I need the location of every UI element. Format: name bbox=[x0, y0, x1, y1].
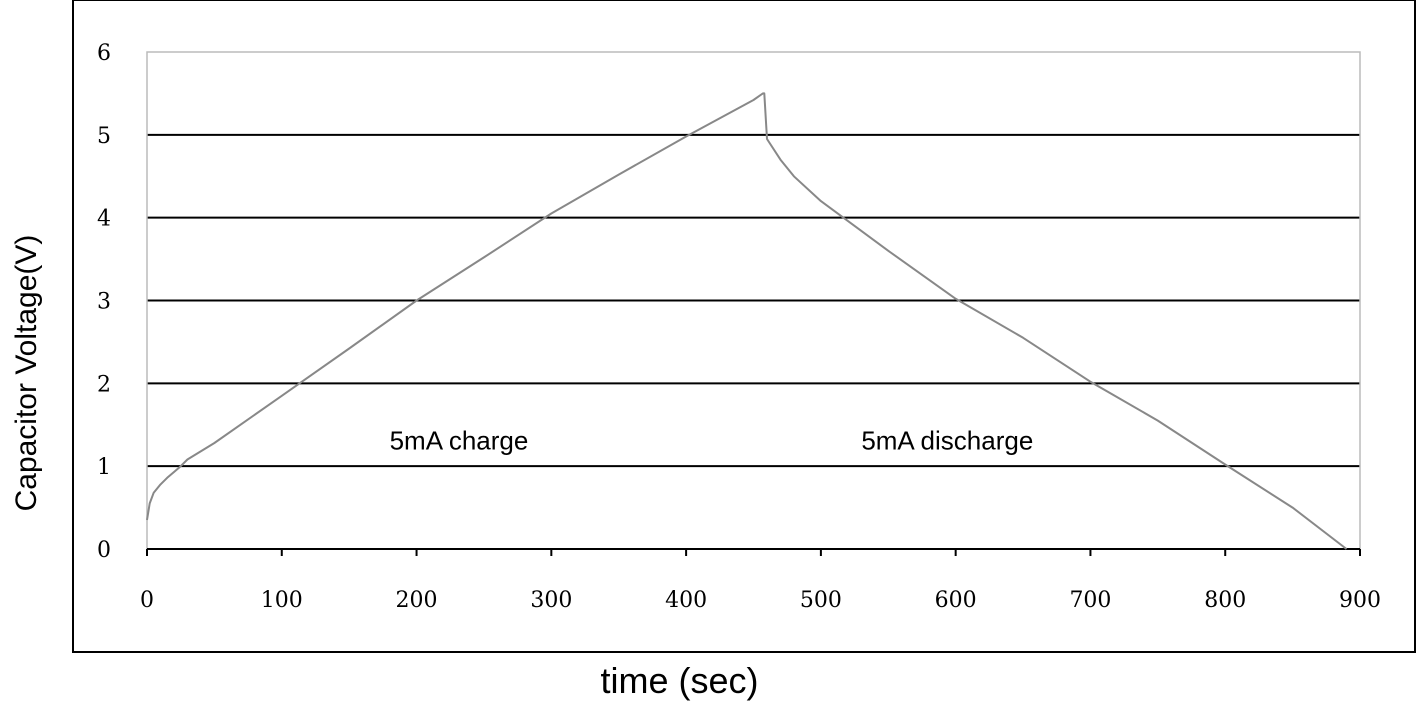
x-tick-label-200: 200 bbox=[396, 588, 438, 613]
y-axis-label: Capacitor Voltage(V) bbox=[10, 234, 43, 512]
x-tick-label-500: 500 bbox=[800, 588, 842, 613]
x-tick-label-0: 0 bbox=[140, 588, 154, 613]
x-tick-label-600: 600 bbox=[935, 588, 977, 613]
x-tick-label-400: 400 bbox=[665, 588, 707, 613]
y-tick-label-4: 4 bbox=[97, 207, 111, 232]
x-tick-label-300: 300 bbox=[530, 588, 572, 613]
x-axis-label: time (sec) bbox=[600, 660, 759, 701]
x-axis-label-wrap: time (sec) bbox=[0, 660, 1417, 702]
x-tick-label-800: 800 bbox=[1204, 588, 1246, 613]
annotation-0: 5mA charge bbox=[390, 426, 529, 456]
y-tick-label-2: 2 bbox=[97, 372, 111, 397]
x-tick-label-700: 700 bbox=[1069, 588, 1111, 613]
chart-frame bbox=[72, 0, 1416, 653]
x-tick-label-900: 900 bbox=[1339, 588, 1381, 613]
annotation-1: 5mA discharge bbox=[861, 426, 1033, 456]
series-line-0 bbox=[146, 92, 1348, 550]
y-tick-label-3: 3 bbox=[97, 290, 111, 315]
y-tick-label-6: 6 bbox=[97, 41, 111, 66]
y-tick-label-5: 5 bbox=[97, 124, 111, 149]
y-tick-label-0: 0 bbox=[97, 538, 111, 563]
x-tick-label-100: 100 bbox=[261, 588, 303, 613]
y-tick-label-1: 1 bbox=[97, 455, 111, 480]
